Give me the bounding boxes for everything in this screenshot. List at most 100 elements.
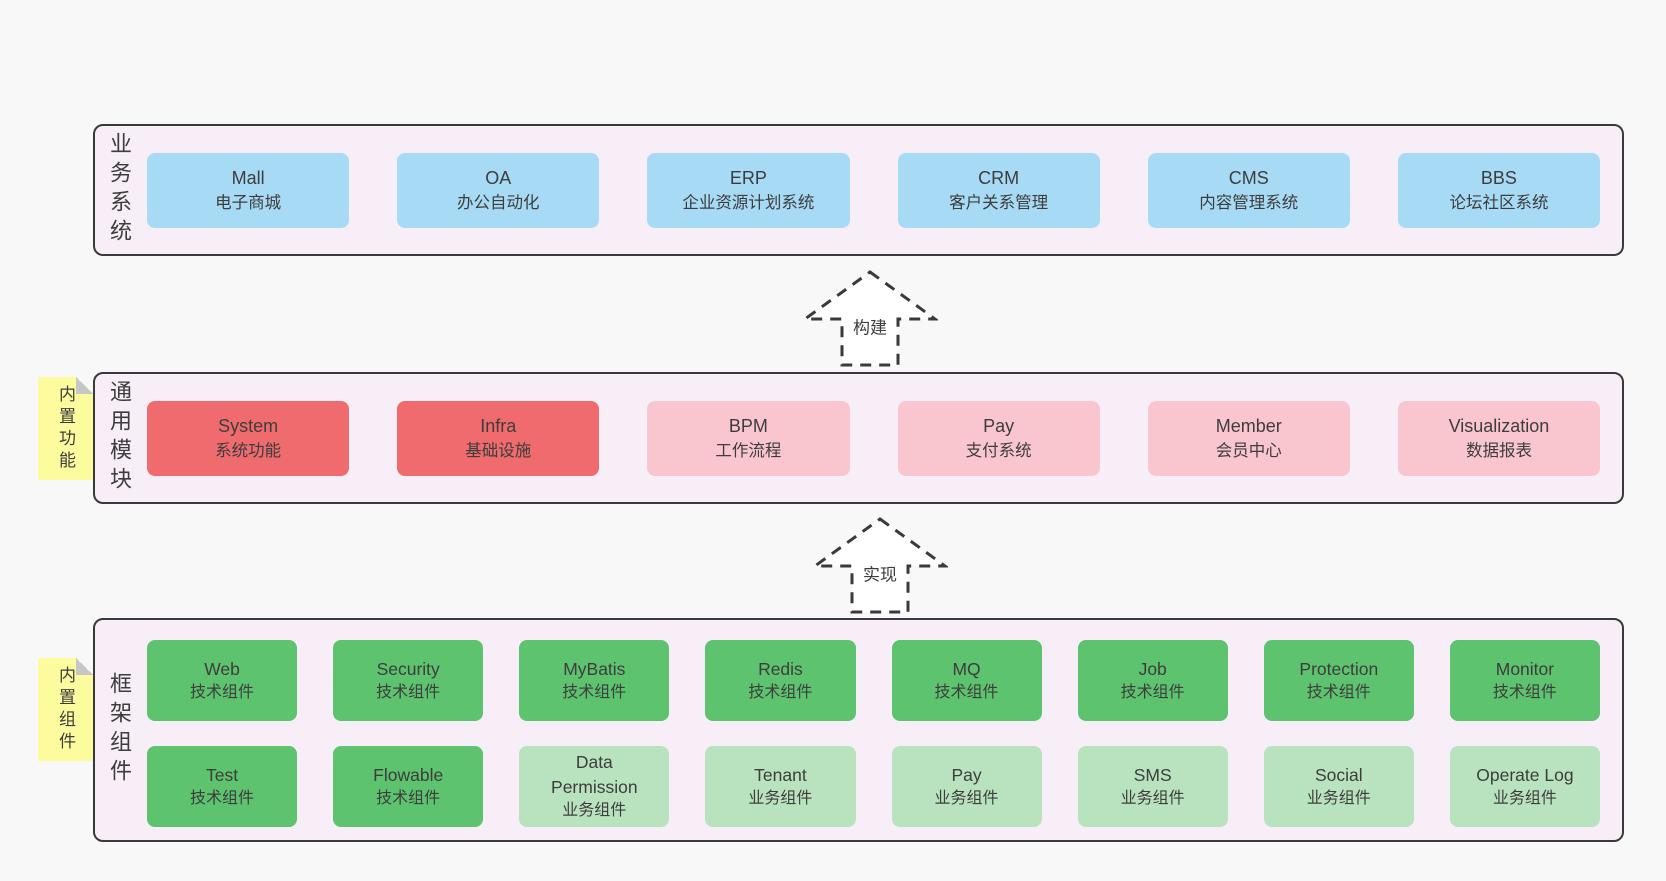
box-tenant: Tenant 业务组件 (705, 746, 856, 827)
box-title: Web (204, 658, 240, 679)
box-title: Pay (983, 416, 1015, 437)
box-title: BPM (728, 416, 768, 437)
panel-framework-components: 框架组件 Web 技术组件 Security 技术组件 MyBatis 技术组件… (93, 618, 1624, 842)
box-title: BBS (1480, 168, 1517, 189)
panel-business-systems: 业务系统 Mall 电子商城 OA 办公自动化 ERP 企业资源计划系统 CRM… (93, 124, 1624, 256)
box-title: Monitor (1495, 658, 1555, 679)
box-crm: CRM 客户关系管理 (897, 153, 1100, 228)
box-erp: ERP 企业资源计划系统 (647, 153, 850, 228)
framework-components-label: 框架组件 (107, 672, 132, 788)
box-subtitle: 技术组件 (1120, 683, 1185, 701)
box-title: MyBatis (563, 658, 626, 679)
box-mybatis: MyBatis 技术组件 (519, 640, 670, 721)
box-title: Visualization (1448, 416, 1550, 437)
box-subtitle: 基础设施 (465, 441, 532, 460)
box-monitor: Monitor 技术组件 (1449, 640, 1600, 721)
framework-row-1: Web 技术组件 Security 技术组件 MyBatis 技术组件 Redi… (147, 640, 1600, 721)
box-oa: OA 办公自动化 (397, 153, 600, 228)
box-sms: SMS 业务组件 (1077, 746, 1228, 827)
box-title: SMS (1133, 764, 1172, 785)
box-subtitle: 技术组件 (190, 789, 255, 807)
box-subtitle: 技术组件 (1306, 683, 1371, 701)
box-subtitle: 技术组件 (562, 683, 627, 701)
implement-arrow-label: 实现 (860, 560, 900, 586)
box-subtitle: 业务组件 (562, 801, 627, 819)
box-subtitle: 业务组件 (1492, 789, 1557, 807)
framework-row-2: Test 技术组件 Flowable 技术组件 Data Permission … (147, 746, 1600, 827)
box-subtitle: 业务组件 (1306, 789, 1371, 807)
folded-corner-icon (76, 658, 93, 675)
box-system: System 系统功能 (147, 401, 350, 476)
box-member: Member 会员中心 (1147, 401, 1350, 476)
box-mall: Mall 电子商城 (147, 153, 350, 228)
box-title: Redis (758, 658, 803, 679)
box-title: Social (1314, 764, 1363, 785)
sticky-note-text: 内置功能 (56, 384, 75, 473)
box-security: Security 技术组件 (333, 640, 484, 721)
box-mq: MQ 技术组件 (891, 640, 1042, 721)
box-bbs: BBS 论坛社区系统 (1397, 153, 1601, 228)
box-title: Infra (480, 416, 517, 437)
box-subtitle: 企业资源计划系统 (682, 193, 815, 212)
build-arrow: 构建 (802, 269, 938, 368)
box-subtitle: 技术组件 (1492, 683, 1557, 701)
box-subtitle: 技术组件 (376, 789, 441, 807)
box-visualization: Visualization 数据报表 (1397, 401, 1601, 476)
box-subtitle: 客户关系管理 (949, 193, 1049, 212)
box-test: Test 技术组件 (147, 746, 298, 827)
box-subtitle: 电子商城 (215, 193, 282, 212)
box-redis: Redis 技术组件 (705, 640, 856, 721)
box-title: Security (376, 658, 440, 679)
box-title: Tenant (754, 764, 807, 785)
box-operate-log: Operate Log 业务组件 (1449, 746, 1600, 827)
box-subtitle: 会员中心 (1215, 441, 1282, 460)
sticky-note-text: 内置组件 (56, 665, 75, 754)
box-subtitle: 业务组件 (934, 789, 999, 807)
box-subtitle: 工作流程 (715, 441, 782, 460)
box-title: System (218, 416, 279, 437)
common-modules-row: System 系统功能 Infra 基础设施 BPM 工作流程 Pay 支付系统… (147, 401, 1601, 476)
box-flowable: Flowable 技术组件 (333, 746, 484, 827)
box-subtitle: 支付系统 (965, 441, 1032, 460)
build-arrow-label: 构建 (850, 313, 890, 339)
builtin-features-sticky-note: 内置功能 (38, 377, 93, 480)
box-title: Pay (951, 764, 982, 785)
box-subtitle: 技术组件 (934, 683, 999, 701)
box-subtitle: 论坛社区系统 (1449, 193, 1549, 212)
box-subtitle: 技术组件 (748, 683, 813, 701)
box-pay-module: Pay 支付系统 (897, 401, 1100, 476)
box-subtitle: 系统功能 (215, 441, 282, 460)
business-systems-row: Mall 电子商城 OA 办公自动化 ERP 企业资源计划系统 CRM 客户关系… (147, 153, 1601, 228)
box-title: Test (206, 764, 239, 785)
box-title: CMS (1228, 168, 1269, 189)
box-infra: Infra 基础设施 (397, 401, 600, 476)
builtin-components-sticky-note: 内置组件 (38, 658, 93, 761)
box-title: Flowable (373, 764, 444, 785)
box-bpm: BPM 工作流程 (647, 401, 850, 476)
box-subtitle: 办公自动化 (457, 193, 540, 212)
box-title: Mall (231, 168, 265, 189)
box-title: CRM (978, 168, 1020, 189)
box-title: OA (485, 168, 512, 189)
box-title: MQ (952, 658, 981, 679)
box-title: Member (1215, 416, 1282, 437)
box-title: Protection (1299, 658, 1379, 679)
box-pay-component: Pay 业务组件 (891, 746, 1042, 827)
folded-corner-icon (76, 377, 93, 394)
box-subtitle: 技术组件 (376, 683, 441, 701)
panel-common-modules: 通用模块 System 系统功能 Infra 基础设施 BPM 工作流程 Pay… (93, 372, 1624, 504)
box-title: ERP (729, 168, 767, 189)
box-title: Operate Log (1476, 764, 1574, 785)
box-cms: CMS 内容管理系统 (1147, 153, 1350, 228)
box-title: Job (1138, 658, 1167, 679)
implement-arrow: 实现 (812, 516, 948, 615)
box-data-permission: Data Permission 业务组件 (519, 746, 670, 827)
box-subtitle: 数据报表 (1465, 441, 1532, 460)
business-systems-label: 业务系统 (107, 132, 132, 248)
box-subtitle: 业务组件 (1120, 789, 1185, 807)
common-modules-label: 通用模块 (107, 380, 132, 496)
box-subtitle: 业务组件 (748, 789, 813, 807)
box-protection: Protection 技术组件 (1263, 640, 1414, 721)
box-subtitle: 内容管理系统 (1199, 193, 1299, 212)
